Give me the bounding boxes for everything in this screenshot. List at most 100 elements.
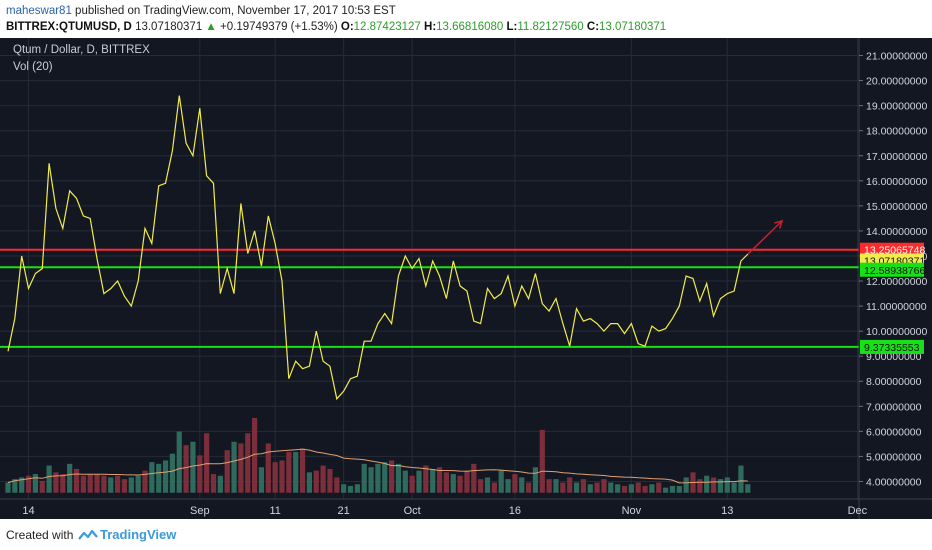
volume-bar xyxy=(615,484,621,493)
chart-background xyxy=(0,38,932,519)
published-text: published on TradingView.com, November 1… xyxy=(75,5,396,17)
volume-bar xyxy=(649,484,655,493)
volume-bar xyxy=(594,482,600,493)
volume-bar xyxy=(471,463,477,493)
volume-bar xyxy=(197,455,203,493)
volume-bar xyxy=(642,485,648,493)
volume-bar xyxy=(375,463,381,493)
volume-bar xyxy=(416,470,422,493)
volume-bar xyxy=(245,433,251,493)
low-value: 11.82127560 xyxy=(517,21,584,33)
volume-ma-line xyxy=(7,448,748,484)
price-tick-label: 16.00000000 xyxy=(866,176,927,188)
volume-bar xyxy=(169,453,175,493)
volume-bar xyxy=(567,477,573,493)
symbol-label: BITTREX:QTUMUSD, D xyxy=(6,21,132,33)
volume-bar xyxy=(745,484,751,493)
volume-bar xyxy=(560,482,566,493)
volume-bar xyxy=(231,441,237,493)
volume-bar xyxy=(156,463,162,493)
volume-bar xyxy=(436,467,443,493)
volume-bar xyxy=(354,484,360,493)
volume-bar xyxy=(484,477,491,493)
volume-bar xyxy=(121,479,128,493)
created-with-text: Created with xyxy=(6,528,74,542)
price-tick-label: 12.00000000 xyxy=(866,276,927,288)
author-link[interactable]: maheswar81 xyxy=(6,5,72,17)
volume-bar xyxy=(87,474,93,493)
high-value: 13.66816080 xyxy=(436,21,504,33)
low-label: L: xyxy=(506,21,518,33)
volume-bar xyxy=(313,470,319,493)
tradingview-logo-icon xyxy=(78,529,98,540)
volume-bar xyxy=(539,429,545,493)
arrow-head[interactable] xyxy=(774,219,784,229)
volume-bar xyxy=(67,463,73,493)
volume-bar xyxy=(430,468,436,493)
last-price: 13.07180371 xyxy=(135,21,203,33)
price-axis[interactable]: 4.00000000 5.00000000 6.00000000 7.00000000… xyxy=(859,51,927,489)
arrow-shaft[interactable] xyxy=(747,220,783,255)
time-tick-label: 21 xyxy=(338,505,350,517)
volume-bar xyxy=(478,479,484,493)
volume-bar xyxy=(656,482,662,493)
projection-arrow[interactable] xyxy=(747,219,784,255)
close-label: C: xyxy=(586,21,600,33)
volume-bar xyxy=(580,479,586,493)
price-tick-label: 4.00000000 xyxy=(866,476,922,488)
time-tick-label: 16 xyxy=(509,505,521,517)
volume-bar xyxy=(389,460,395,493)
volume-bar xyxy=(382,462,388,493)
price-tick-label: 11.00000000 xyxy=(866,301,927,313)
volume-bar xyxy=(704,475,710,493)
price-label-box xyxy=(860,242,924,257)
volume-bar xyxy=(60,474,66,493)
price-tick-label: 6.00000000 xyxy=(866,426,922,438)
price-tick-label: 21.00000000 xyxy=(866,51,927,63)
price-tick-label: 18.00000000 xyxy=(866,126,927,138)
volume-bar xyxy=(587,484,593,493)
volume-bar xyxy=(286,451,292,493)
volume-bar xyxy=(663,487,669,493)
time-axis[interactable]: 14 Sep 11 21 Oct 16 Nov 13 Dec xyxy=(22,505,867,517)
volume-bar xyxy=(217,475,223,493)
price-chart[interactable]: 4.00000000 5.00000000 6.00000000 7.00000000… xyxy=(0,38,932,519)
volume-bar xyxy=(279,460,285,493)
time-tick-label: Dec xyxy=(848,505,868,517)
volume-bar xyxy=(176,431,182,493)
volume-bar xyxy=(635,482,641,493)
time-tick-label: Sep xyxy=(190,505,210,517)
volume-bar xyxy=(320,465,326,493)
volume-bar xyxy=(731,482,737,493)
horizontal-levels[interactable] xyxy=(0,248,859,348)
volume-bar xyxy=(683,477,689,493)
volume-bar xyxy=(162,460,169,493)
volume-bar xyxy=(80,475,86,493)
volume-bar xyxy=(669,485,676,493)
tradingview-brand[interactable]: TradingView xyxy=(100,527,177,542)
volume-bar xyxy=(190,441,196,493)
volume-bar xyxy=(224,450,230,493)
volume-legend: Vol (20) xyxy=(13,61,53,73)
volume-bar xyxy=(402,470,408,493)
price-series-line xyxy=(7,95,749,401)
volume-bar xyxy=(368,467,374,493)
volume-bar xyxy=(19,477,25,493)
price-tick-label: 8.00000000 xyxy=(866,376,922,388)
change-up-icon: ▲ xyxy=(205,21,217,33)
volume-bar xyxy=(210,474,217,493)
symbol-ohlc-line: BITTREX:QTUMUSD, D 13.07180371 ▲ +0.1974… xyxy=(6,21,666,33)
price-tick-label: 5.00000000 xyxy=(866,451,922,463)
volume-bar xyxy=(395,463,402,493)
price-label-box xyxy=(860,339,924,354)
volume-bar xyxy=(142,470,148,493)
volume-bar xyxy=(32,474,38,493)
volume-bar xyxy=(149,462,155,493)
volume-bar xyxy=(512,474,518,493)
volume-bar xyxy=(710,477,717,493)
time-tick-label: 14 xyxy=(22,505,34,517)
volume-bar xyxy=(464,470,470,493)
volume-bars xyxy=(5,417,751,493)
price-tick-label: 17.00000000 xyxy=(866,151,927,163)
price-change: +0.19749379 (+1.53%) xyxy=(220,21,338,33)
